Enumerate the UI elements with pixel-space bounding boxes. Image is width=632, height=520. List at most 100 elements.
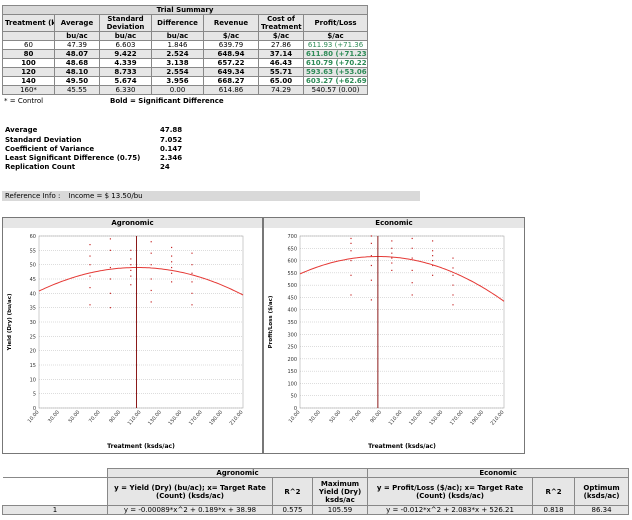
regression-table: Agronomic Economic y = Yield (Dry) (bu/a… bbox=[2, 468, 630, 515]
stat-value: 2.346 bbox=[160, 154, 183, 162]
trial-row: 100 48.68 4.339 3.138 657.22 46.43 610.79 (+70… bbox=[2, 58, 369, 68]
data-point bbox=[432, 264, 434, 267]
data-point bbox=[171, 255, 173, 257]
data-point bbox=[452, 294, 454, 296]
trial-cell-treatment: 140 bbox=[2, 76, 55, 86]
data-point bbox=[452, 257, 454, 259]
data-point bbox=[150, 252, 152, 254]
y-tick-label: 250 bbox=[287, 345, 297, 351]
x-tick-label: 150.00 bbox=[428, 409, 444, 426]
y-axis-label: Yield (Dry) (bu/ac) bbox=[7, 293, 13, 351]
y-tick-label: 15 bbox=[30, 363, 36, 369]
x-tick-label: 190.00 bbox=[469, 409, 485, 426]
trial-cell-std: 6.603 bbox=[99, 40, 152, 50]
trial-cell-treatment: 100 bbox=[2, 58, 55, 68]
trial-cell-std: 9.422 bbox=[99, 49, 152, 59]
data-point bbox=[370, 279, 372, 281]
trial-cell-diff: 3.138 bbox=[151, 58, 204, 68]
trial-cell-diff: 3.956 bbox=[151, 76, 204, 86]
x-tick-label: 70.00 bbox=[88, 409, 102, 424]
data-point bbox=[350, 274, 352, 276]
agronomic-chart-panel: Agronomic 0 5 10 15 20 25 30 35 40 45 50 55 60 10.00 3… bbox=[2, 217, 263, 454]
data-point bbox=[171, 261, 173, 263]
data-point bbox=[432, 274, 434, 276]
data-point bbox=[370, 255, 372, 257]
y-tick-label: 700 bbox=[287, 234, 297, 240]
data-point bbox=[411, 282, 413, 284]
y-tick-label: 200 bbox=[287, 357, 297, 363]
reference-info-bar: Reference Info : Income = $ 13.50/bu bbox=[2, 191, 420, 201]
trial-cell-std: 4.339 bbox=[99, 58, 152, 68]
col-max-yield: Maximum Yield (Dry) ksds/ac bbox=[311, 477, 369, 506]
trial-cell-cost: 27.86 bbox=[258, 40, 304, 50]
data-point bbox=[350, 259, 352, 262]
reg-r2: 0.575 bbox=[272, 505, 313, 515]
data-point bbox=[150, 264, 152, 266]
unit-std: bu/ac bbox=[99, 31, 152, 41]
unit-profit: $/ac bbox=[302, 31, 369, 41]
header-std: Standard Deviation bbox=[99, 14, 152, 32]
data-point bbox=[171, 281, 173, 283]
x-tick-label: 110.00 bbox=[127, 409, 143, 426]
data-point bbox=[171, 272, 173, 274]
data-point bbox=[391, 257, 393, 259]
y-tick-label: 150 bbox=[287, 369, 297, 375]
data-point bbox=[391, 262, 393, 264]
data-point bbox=[89, 244, 91, 246]
trial-row: 160* 45.55 6.330 0.00 614.86 74.29 540.57 (0.0… bbox=[2, 85, 369, 95]
data-point bbox=[171, 246, 173, 249]
data-point bbox=[411, 294, 413, 296]
header-treatment: Treatment (ksds/ac) bbox=[2, 14, 55, 32]
y-tick-label: 35 bbox=[30, 306, 36, 312]
trial-cell-profit: 610.79 (+70.22 bbox=[302, 58, 369, 68]
y-tick-label: 350 bbox=[287, 320, 297, 326]
col-r2-econ: R^2 bbox=[532, 477, 576, 506]
y-tick-label: 100 bbox=[287, 381, 297, 387]
trial-cell-revenue: 657.22 bbox=[203, 58, 259, 68]
data-point bbox=[411, 257, 413, 259]
unit-cost: $/ac bbox=[258, 31, 304, 41]
y-tick-label: 300 bbox=[287, 332, 297, 338]
economic-chart-title: Economic bbox=[264, 218, 524, 228]
y-tick-label: 45 bbox=[30, 277, 36, 283]
y-tick-label: 0 bbox=[294, 406, 297, 412]
stat-label: Replication Count bbox=[5, 163, 76, 171]
trial-cell-cost: 37.14 bbox=[258, 49, 304, 59]
stat-label: Average bbox=[5, 126, 38, 134]
x-tick-label: 130.00 bbox=[147, 409, 163, 426]
trial-cell-profit: 611.93 (+71.36 bbox=[302, 40, 369, 50]
y-tick-label: 650 bbox=[287, 246, 297, 252]
agronomic-chart-title: Agronomic bbox=[3, 218, 262, 228]
trial-cell-average: 48.07 bbox=[54, 49, 100, 59]
x-tick-label: 50.00 bbox=[329, 409, 343, 424]
data-point bbox=[391, 240, 393, 242]
x-tick-label: 30.00 bbox=[308, 409, 322, 424]
header-profit: Profit/Loss bbox=[302, 14, 369, 32]
plot-area bbox=[38, 235, 244, 409]
data-point bbox=[370, 299, 372, 301]
trial-cell-diff: 0.00 bbox=[151, 85, 204, 95]
unit-average: bu/ac bbox=[54, 31, 100, 41]
data-point bbox=[150, 241, 152, 243]
stat-label: Standard Deviation bbox=[5, 136, 82, 144]
reference-label: Reference Info : bbox=[5, 192, 61, 200]
trial-cell-revenue: 614.86 bbox=[203, 85, 259, 95]
data-point bbox=[150, 278, 152, 280]
data-point bbox=[452, 284, 454, 286]
data-point bbox=[191, 304, 193, 306]
data-point bbox=[150, 301, 152, 303]
data-point bbox=[350, 294, 352, 296]
data-point bbox=[370, 235, 372, 237]
trial-cell-treatment: 80 bbox=[2, 49, 55, 59]
trial-cell-diff: 1.846 bbox=[151, 40, 204, 50]
x-tick-label: 10.00 bbox=[27, 409, 41, 424]
data-point bbox=[432, 250, 434, 252]
x-axis-label: Treatment (ksds/ac) bbox=[368, 443, 436, 450]
footnote-control: * = Control bbox=[4, 97, 44, 105]
data-point bbox=[130, 264, 132, 266]
trial-cell-revenue: 649.34 bbox=[203, 67, 259, 77]
x-tick-label: 190.00 bbox=[208, 409, 224, 426]
reg-econ-eq: y = -0.012*x^2 + 2.083*x + 526.21 bbox=[367, 505, 534, 515]
y-tick-label: 30 bbox=[30, 320, 36, 326]
data-point bbox=[350, 237, 352, 240]
